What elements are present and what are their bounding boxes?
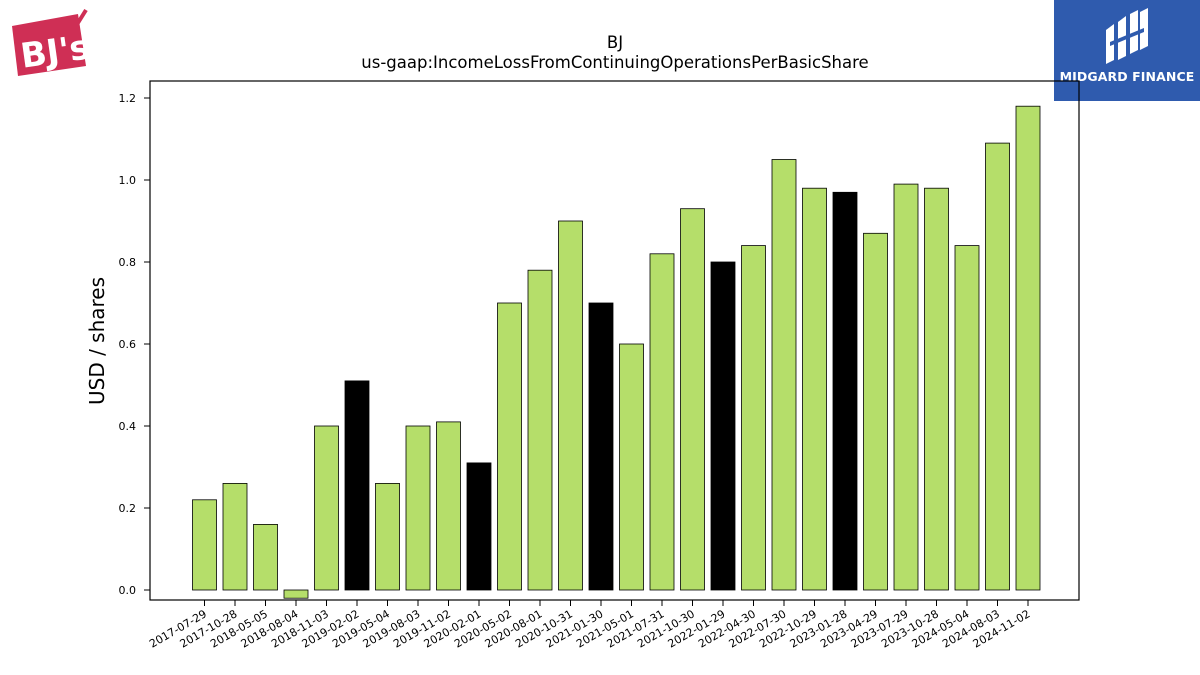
bar-2020-10-31 — [558, 220, 583, 591]
x-axis: 2017-07-292017-10-282018-05-052018-08-04… — [147, 600, 1033, 651]
bar-2019-08-03 — [405, 425, 431, 591]
y-tick-label: 0.0 — [119, 584, 137, 597]
bar-2021-07-31 — [649, 253, 675, 591]
y-tick-label: 0.6 — [119, 338, 137, 351]
bar-2019-05-04 — [375, 482, 400, 591]
bar-2019-02-02 — [344, 380, 370, 591]
bar-2018-11-03 — [314, 425, 339, 591]
bar-2020-08-01 — [527, 269, 553, 591]
bar-2022-10-29 — [802, 187, 827, 591]
bar-2022-01-29 — [710, 261, 736, 591]
svg-text:BJ's: BJ's — [18, 27, 90, 76]
bar-2018-08-04 — [283, 589, 309, 599]
bar-2023-07-29 — [893, 183, 919, 591]
bar-2022-07-30 — [771, 159, 797, 591]
bar-2023-01-28 — [832, 191, 858, 591]
bjs-logo-mark: BJ's — [12, 8, 92, 77]
bar-2020-05-02 — [497, 302, 522, 591]
midgard-finance-logo: MIDGARD FINANCE — [1054, 0, 1200, 101]
bar-2021-01-30 — [588, 302, 614, 591]
bar-2023-10-28 — [924, 187, 949, 591]
bar-2024-08-03 — [985, 142, 1010, 591]
chart-title: BJ — [607, 33, 623, 52]
bar-2020-02-01 — [466, 462, 492, 591]
y-tick-label: 1.2 — [119, 92, 137, 105]
chart-subtitle: us-gaap:IncomeLossFromContinuingOperatio… — [361, 53, 868, 72]
midgard-logo-text: MIDGARD FINANCE — [1059, 69, 1195, 84]
bar-2017-10-28 — [222, 482, 248, 591]
bar-2024-05-04 — [954, 245, 980, 591]
plot-frame — [149, 80, 1080, 601]
bar-2018-05-05 — [253, 524, 278, 591]
bar-2022-04-30 — [741, 245, 766, 591]
bar-2021-05-01 — [619, 343, 644, 591]
y-tick-label: 1.0 — [119, 174, 137, 187]
bjs-logo: BJ's — [8, 8, 92, 77]
bar-2017-07-29 — [192, 499, 217, 591]
y-axis: 0.0 0.2 0.4 0.6 0.8 1.0 1.2 — [119, 92, 150, 597]
midgard-logo-mark — [1106, 8, 1148, 64]
y-tick-label: 0.8 — [119, 256, 137, 269]
bar-2024-11-02 — [1015, 105, 1041, 591]
y-tick-label: 0.2 — [119, 502, 137, 515]
bar-2023-04-29 — [863, 232, 888, 591]
bar-2019-11-02 — [436, 421, 461, 591]
y-tick-label: 0.4 — [119, 420, 137, 433]
bar-2021-10-30 — [680, 208, 705, 591]
bars-group — [192, 105, 1041, 599]
y-axis-label: USD / shares — [85, 277, 109, 405]
